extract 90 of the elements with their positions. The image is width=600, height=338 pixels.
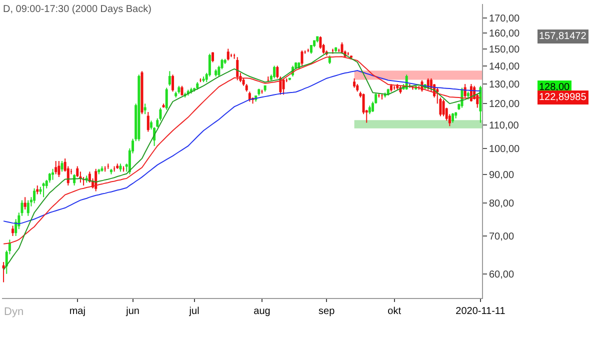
candlestick — [146, 111, 150, 132]
y-tick-label: 110,00 — [489, 120, 520, 132]
candlestick — [452, 112, 454, 124]
text: Dyn — [4, 306, 24, 318]
candlestick — [288, 78, 291, 81]
candlestick — [54, 160, 58, 175]
candlestick — [236, 56, 239, 81]
x-tick-label: sep — [318, 306, 336, 317]
candlestick — [380, 93, 384, 100]
candlestick — [226, 48, 230, 62]
text: 128,00 — [539, 82, 570, 93]
candlestick — [396, 83, 399, 90]
candlestick — [479, 85, 482, 124]
candlestick — [168, 70, 171, 86]
text: 157,81472 — [539, 31, 587, 42]
y-tick-label: 170,00 — [489, 14, 520, 25]
candlestick — [60, 160, 64, 172]
candlestick — [258, 88, 260, 96]
candlestick — [39, 186, 42, 195]
candlestick — [464, 83, 466, 98]
candlestick — [24, 196, 26, 210]
candlestick — [196, 82, 199, 90]
candlestick — [180, 85, 184, 96]
candlestick — [266, 76, 270, 83]
candlestick — [162, 103, 165, 108]
candlestick — [340, 42, 344, 54]
x-tick-label: maj — [69, 306, 86, 317]
candlestick — [212, 52, 214, 63]
candlestick — [202, 76, 205, 83]
candlestick — [300, 50, 304, 66]
candlestick — [328, 54, 331, 64]
y-tick-label: 100,00 — [489, 144, 520, 155]
candlestick — [332, 48, 334, 54]
candlestick — [334, 46, 338, 53]
candlestick — [233, 53, 236, 60]
y-tick-label: 60,00 — [489, 269, 514, 280]
candlestick — [94, 168, 98, 192]
candlestick — [113, 166, 116, 172]
candlestick — [140, 70, 144, 115]
candlestick — [214, 68, 218, 78]
candlestick — [2, 261, 5, 283]
candlestick — [42, 182, 45, 198]
y-tick-label: 120,00 — [489, 99, 520, 110]
candlestick — [26, 200, 30, 216]
candlestick — [264, 85, 266, 92]
y-tick-label: 90,00 — [489, 170, 514, 181]
x-tick-label: jul — [188, 306, 200, 317]
candlestick — [386, 88, 390, 96]
candlestick — [33, 188, 36, 204]
candlestick — [353, 78, 356, 88]
candlestick — [110, 168, 112, 175]
candlestick — [144, 103, 146, 115]
candlestick — [104, 166, 106, 172]
candlestick — [52, 168, 54, 180]
candlestick — [106, 163, 110, 170]
y-tick-label: 80,00 — [489, 198, 514, 210]
candlestick — [165, 87, 168, 110]
candlestick — [368, 105, 371, 115]
candlestick — [178, 85, 180, 94]
candlestick — [172, 74, 174, 92]
candlestick — [454, 111, 458, 119]
candlestick — [442, 99, 445, 117]
y-tick-label: 130,00 — [489, 79, 520, 90]
candlestick — [466, 91, 470, 100]
candlestick — [390, 83, 392, 92]
candlestick — [73, 174, 76, 186]
x-tick-label: jun — [125, 306, 140, 317]
candlestick — [248, 91, 251, 102]
candlestick — [36, 184, 39, 195]
candlestick — [98, 168, 100, 175]
candlestick — [138, 74, 140, 142]
line-series — [3, 70, 481, 224]
text: 122,89985 — [539, 92, 587, 103]
candlestick — [58, 160, 60, 178]
y-tick-label: 150,00 — [489, 44, 520, 56]
candlestick — [122, 166, 125, 172]
candlestick — [116, 163, 119, 170]
candlestick — [273, 65, 276, 79]
x-tick-label: aug — [254, 306, 270, 317]
y-tick-label: 140,00 — [489, 61, 520, 72]
x-tick-label: okt — [388, 306, 402, 317]
candlestick — [12, 225, 14, 237]
candlestick — [119, 163, 122, 172]
x-tick-label: 2020-11-11 — [456, 306, 506, 317]
candlestick — [100, 166, 104, 172]
candlestick — [282, 78, 285, 96]
candlestick — [316, 36, 319, 43]
y-tick-label: 70,00 — [489, 232, 514, 243]
chart-title: D, 09:00-17:30 (2000 Days Back) — [3, 4, 152, 16]
y-tick-label: 160,00 — [489, 28, 520, 40]
